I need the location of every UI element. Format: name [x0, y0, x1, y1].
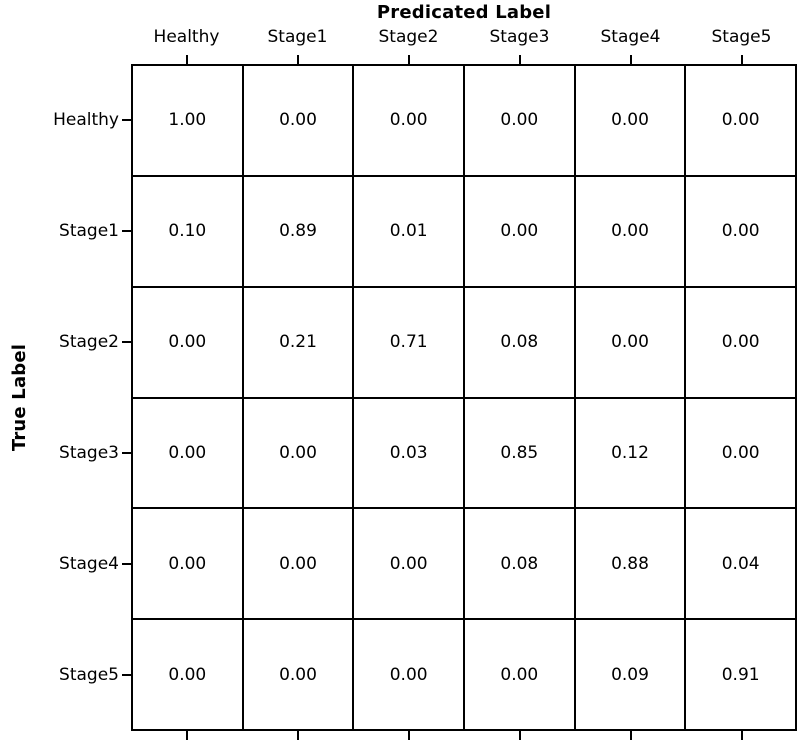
- x-tick-mark-bottom: [518, 731, 521, 740]
- matrix-cell: 0.71: [353, 286, 464, 398]
- matrix-cell: 0.08: [463, 286, 575, 398]
- y-tick-label: Stage5: [59, 665, 119, 686]
- y-tick-mark: [122, 229, 131, 232]
- y-tick-mark: [122, 452, 131, 455]
- x-tick-mark-bottom: [296, 731, 299, 740]
- matrix-cell: 0.00: [685, 175, 796, 287]
- matrix-cell: 0.12: [574, 397, 686, 509]
- matrix-cell: 0.03: [353, 397, 464, 509]
- matrix-cell: 0.01: [353, 175, 464, 287]
- matrix-cell: 1.00: [132, 65, 243, 176]
- matrix-cell: 0.00: [242, 619, 354, 730]
- matrix-cell: 0.00: [574, 286, 686, 398]
- x-tick-mark-top: [629, 55, 632, 64]
- x-tick-mark-bottom: [185, 731, 188, 740]
- matrix-cell: 0.09: [574, 619, 686, 730]
- matrix-cell: 0.00: [132, 286, 243, 398]
- matrix-cell: 0.21: [242, 286, 354, 398]
- matrix-cell: 0.00: [242, 65, 354, 176]
- matrix-cell: 0.00: [132, 619, 243, 730]
- matrix-cell: 0.00: [353, 508, 464, 620]
- x-tick-mark-bottom: [407, 731, 410, 740]
- x-tick-mark-top: [296, 55, 299, 64]
- y-tick-label: Stage4: [59, 554, 119, 575]
- x-tick-mark-bottom: [740, 731, 743, 740]
- matrix-cell: 0.91: [685, 619, 796, 730]
- y-tick-label: Stage2: [59, 331, 119, 352]
- x-tick-mark-top: [518, 55, 521, 64]
- matrix-cell: 0.00: [685, 397, 796, 509]
- x-tick-mark-bottom: [629, 731, 632, 740]
- x-tick-label: Stage3: [489, 27, 550, 47]
- x-tick-label: Healthy: [153, 27, 220, 47]
- matrix-cell: 0.10: [132, 175, 243, 287]
- matrix-cell: 0.00: [242, 508, 354, 620]
- y-tick-label: Healthy: [53, 109, 119, 130]
- y-tick-label: Stage1: [59, 220, 119, 241]
- x-tick-mark-top: [740, 55, 743, 64]
- matrix-cell: 0.00: [242, 397, 354, 509]
- matrix-cell: 0.00: [463, 65, 575, 176]
- matrix-grid: 1.00 0.00 0.00 0.00 0.00 0.00 0.10 0.89 0.01 0.00…: [131, 64, 797, 731]
- x-tick-label: Stage5: [711, 27, 772, 47]
- x-tick-mark-top: [407, 55, 410, 64]
- matrix-cell: 0.00: [353, 619, 464, 730]
- matrix-cell: 0.00: [463, 175, 575, 287]
- y-tick-mark: [122, 674, 131, 677]
- matrix-cell: 0.00: [685, 65, 796, 176]
- matrix-cell: 0.00: [353, 65, 464, 176]
- x-tick-label: Stage1: [267, 27, 328, 47]
- y-tick-label: Stage3: [59, 443, 119, 464]
- y-tick-mark: [122, 563, 131, 566]
- y-tick-mark: [122, 118, 131, 121]
- matrix-cell: 0.00: [463, 619, 575, 730]
- matrix-cell: 0.85: [463, 397, 575, 509]
- matrix-cell: 0.00: [132, 397, 243, 509]
- x-tick-label: Stage4: [600, 27, 661, 47]
- x-axis-title: Predicated Label: [376, 2, 552, 23]
- matrix-cell: 0.88: [574, 508, 686, 620]
- matrix-cell: 0.00: [685, 286, 796, 398]
- matrix-cell: 0.89: [242, 175, 354, 287]
- x-tick-mark-top: [185, 55, 188, 64]
- matrix-cell: 0.00: [574, 65, 686, 176]
- matrix-cell: 0.00: [574, 175, 686, 287]
- x-tick-label: Stage2: [378, 27, 439, 47]
- y-tick-mark: [122, 340, 131, 343]
- matrix-cell: 0.04: [685, 508, 796, 620]
- matrix-cell: 0.08: [463, 508, 575, 620]
- matrix-cell: 0.00: [132, 508, 243, 620]
